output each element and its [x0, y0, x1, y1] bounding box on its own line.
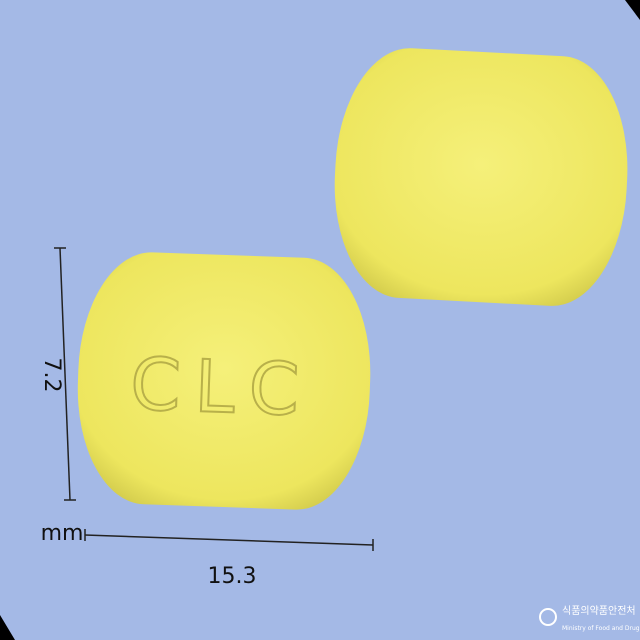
width-label: 15.3: [208, 564, 257, 589]
logo: [539, 608, 557, 626]
imprint: CLC: [129, 342, 314, 432]
unit-label: mm: [41, 521, 84, 546]
dimension-lines: [54, 247, 374, 551]
watermark-english: Ministry of Food and Drug Safety: [562, 625, 640, 632]
height-label: 7.2: [39, 358, 64, 393]
pill-back: [334, 48, 628, 306]
watermark-korean: 식품의약품안전처: [562, 605, 636, 617]
pill-front: CLC: [77, 252, 371, 510]
